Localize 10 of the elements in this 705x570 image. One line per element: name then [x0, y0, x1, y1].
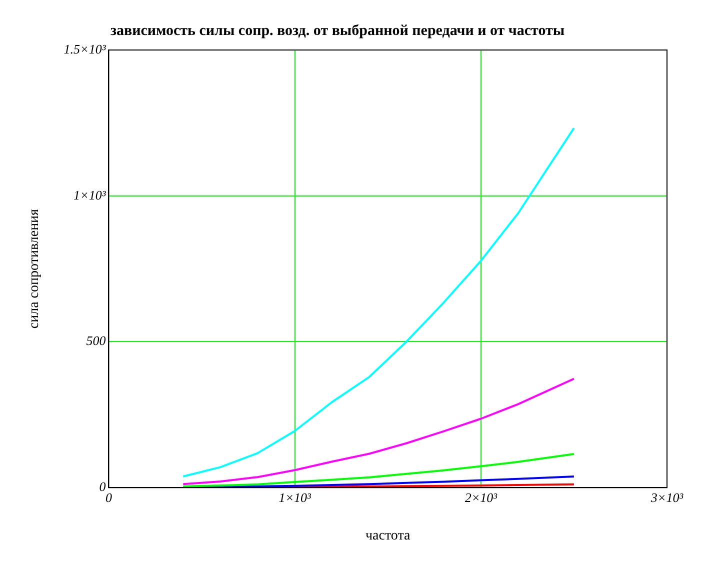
y-tick-label: 500	[86, 333, 106, 348]
y-tick-label: 1.5×10³	[64, 41, 107, 56]
chart-title: зависимость силы сопр. возд. от выбранной передачи и от частоты	[110, 22, 565, 39]
x-tick-label: 1×10³	[278, 490, 312, 505]
y-tick-label: 1×10³	[74, 187, 107, 202]
y-tick-label: 0	[99, 479, 106, 494]
x-axis-title: частота	[365, 528, 411, 544]
x-tick-label: 3×10³	[650, 490, 684, 505]
x-tick-label: 2×10³	[464, 490, 498, 505]
y-axis-title: сила сопротивления	[27, 208, 42, 329]
